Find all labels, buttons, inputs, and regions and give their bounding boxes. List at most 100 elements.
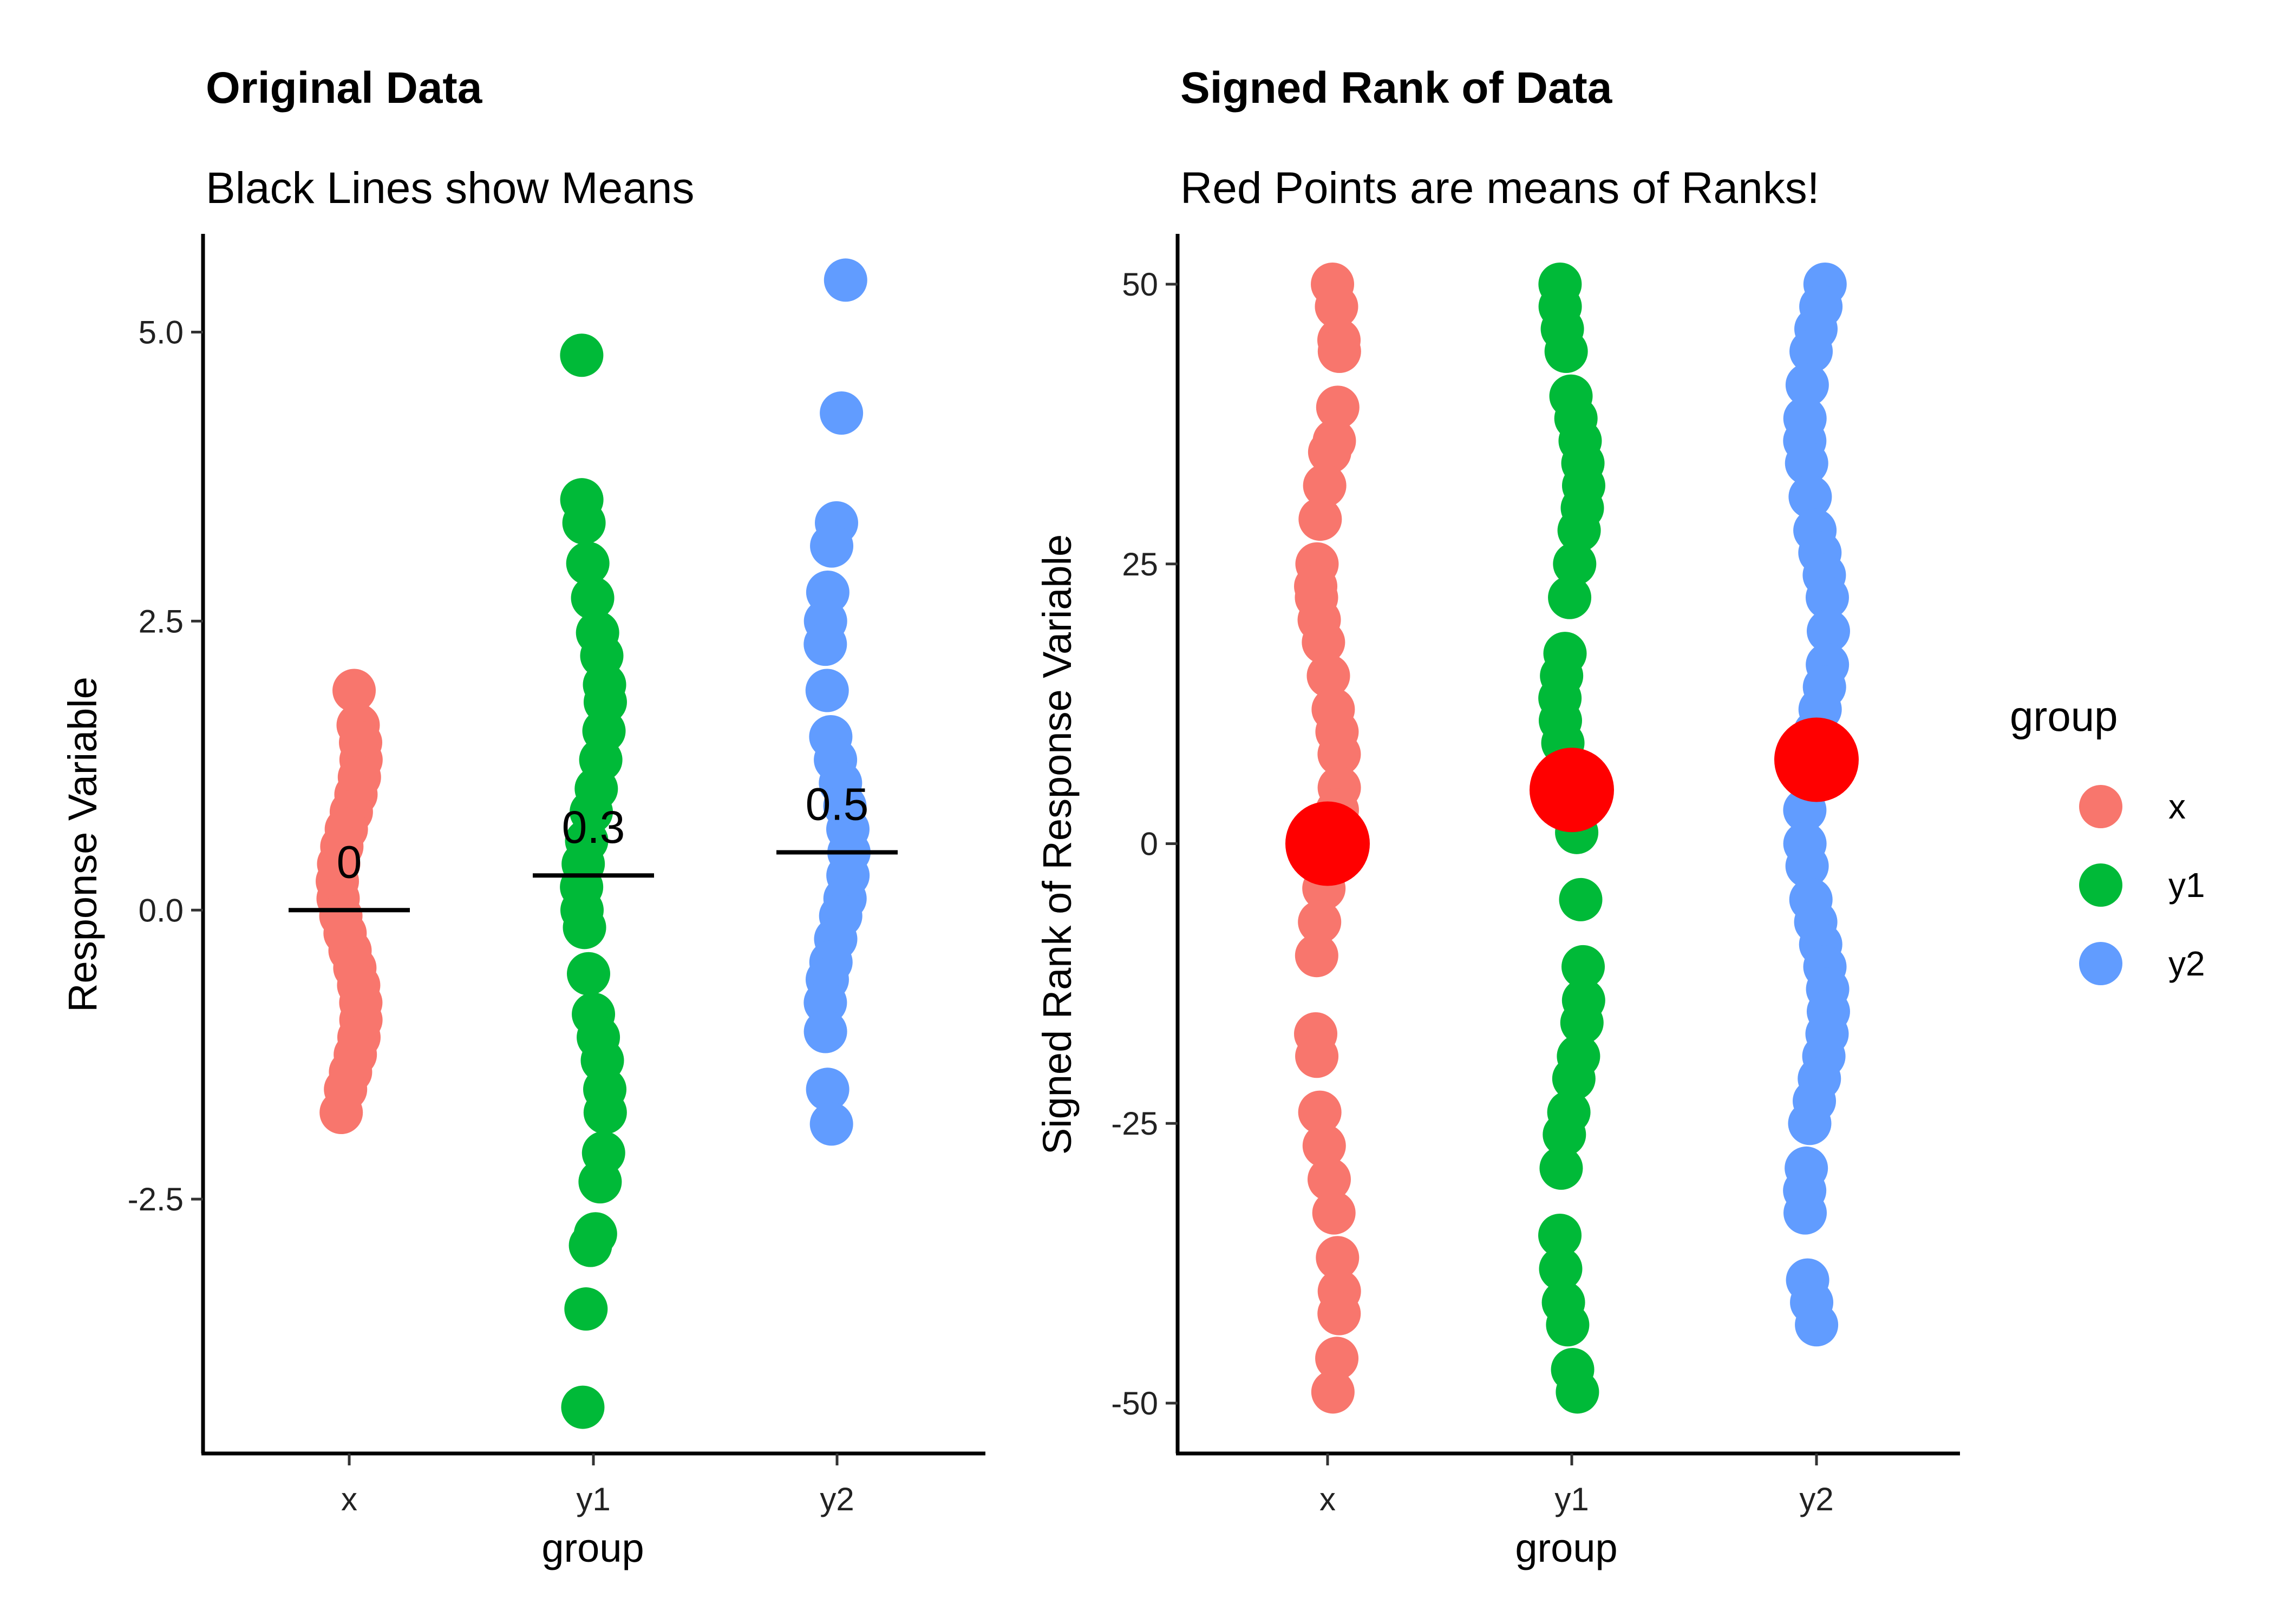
left-axis-ticks: 5.0 2.5 0.0 -2.5 x y1 y2	[128, 315, 854, 1517]
mean-label-y2: 0.5	[806, 779, 869, 830]
right-data-point-x	[1317, 1292, 1361, 1335]
right-data-point-x	[1302, 620, 1345, 664]
right-data-point-x	[1302, 1124, 1346, 1168]
right-data-point-y1	[1539, 1146, 1583, 1190]
right-data-point-y1	[1544, 330, 1588, 374]
right-data-point-x	[1316, 1236, 1360, 1280]
right-data-point-y1	[1539, 1247, 1583, 1291]
right-axis-ticks: 50 25 0 -25 -50 x y1 y2	[1111, 266, 1833, 1517]
rank-mean-point-x	[1285, 801, 1370, 886]
left-data-point-y1	[560, 333, 604, 377]
left-data-point-y1	[578, 1160, 622, 1204]
right-data-point-y1	[1543, 1112, 1586, 1156]
left-data-point-y2	[820, 391, 864, 435]
right-data-point-x	[1311, 1370, 1355, 1414]
left-y-tick-label: 2.5	[139, 603, 184, 639]
right-y-axis-label: Signed Rank of Response Variable	[1035, 534, 1080, 1155]
right-data-point-y1	[1548, 575, 1592, 619]
legend-label-y1: y1	[2168, 866, 2205, 905]
right-data-point-x	[1317, 732, 1361, 776]
right-y-tick-label: -50	[1111, 1385, 1158, 1422]
left-data-point-x	[319, 1091, 363, 1135]
right-y-tick-label: 0	[1140, 826, 1158, 862]
right-data-point-y2	[1783, 1191, 1827, 1235]
right-data-point-y2	[1788, 1102, 1832, 1145]
left-data-point-y2	[806, 1068, 850, 1111]
left-data-point-y1	[561, 1385, 605, 1429]
right-data-point-x	[1307, 1157, 1351, 1201]
left-data-point-y1	[562, 501, 606, 545]
right-y-tick-label: 50	[1122, 266, 1158, 303]
right-data-point-x	[1295, 1034, 1339, 1078]
right-y-tick-label: -25	[1111, 1105, 1158, 1142]
right-data-point-x	[1312, 1191, 1356, 1235]
right-panel-title: Signed Rank of Data	[1180, 63, 1613, 113]
left-y-tick-label: -2.5	[128, 1181, 184, 1217]
legend-key-y1	[2079, 863, 2122, 907]
right-y-tick-label: 25	[1122, 546, 1158, 582]
right-data-point-y1	[1557, 508, 1601, 552]
left-x-tick-label: y2	[820, 1481, 854, 1517]
right-data-point-y1	[1559, 878, 1603, 921]
right-data-point-y2	[1785, 844, 1829, 888]
right-data-point-y2	[1785, 441, 1828, 485]
right-data-point-y1	[1560, 1001, 1604, 1045]
left-data-point-y2	[805, 669, 849, 712]
right-panel-subtitle: Red Points are means of Ranks!	[1180, 163, 1819, 213]
left-data-point-y1	[571, 576, 615, 620]
legend-key-x	[2079, 785, 2122, 828]
right-data-point-x	[1298, 497, 1342, 541]
left-data-point-y2	[824, 258, 867, 302]
right-data-point-y2	[1788, 475, 1832, 519]
left-data-point-y2	[810, 524, 854, 568]
right-data-point-x	[1303, 464, 1347, 508]
mean-label-x: 0	[337, 836, 362, 887]
left-data-point-y2	[809, 1102, 853, 1146]
right-x-tick-label: y2	[1799, 1481, 1833, 1517]
left-x-axis-label: group	[541, 1525, 644, 1570]
left-x-tick-label: y1	[576, 1481, 610, 1517]
right-data-point-x	[1315, 1337, 1359, 1380]
left-panel-title: Original Data	[206, 63, 483, 113]
right-data-point-y2	[1789, 330, 1833, 374]
left-y-axis-label: Response Variable	[60, 677, 105, 1012]
left-data-point-x	[332, 669, 376, 712]
right-data-point-y2	[1805, 575, 1849, 619]
right-data-point-x	[1298, 900, 1342, 944]
right-x-tick-label: y1	[1554, 1481, 1589, 1517]
right-plot-marks	[1285, 263, 1859, 1414]
left-data-point-y1	[568, 1223, 612, 1267]
legend-items: x y1 y2	[2079, 785, 2205, 985]
right-x-tick-label: x	[1319, 1481, 1336, 1517]
rank-mean-point-y1	[1530, 748, 1614, 833]
right-data-point-y2	[1795, 1303, 1839, 1347]
right-data-point-x	[1315, 285, 1358, 329]
legend: group x y1 y2	[2010, 692, 2205, 985]
legend-label-x: x	[2168, 787, 2186, 826]
right-data-point-y1	[1552, 1057, 1596, 1101]
right-data-point-x	[1298, 1090, 1342, 1134]
legend-key-y2	[2079, 942, 2122, 985]
right-data-point-x	[1308, 430, 1351, 474]
right-x-axis-label: group	[1515, 1525, 1617, 1570]
left-data-point-y1	[567, 952, 611, 996]
left-y-tick-label: 0.0	[139, 892, 184, 928]
right-data-point-y1	[1561, 945, 1605, 988]
right-panel: Signed Rank of Data Red Points are means…	[1035, 63, 1960, 1570]
left-x-tick-label: x	[341, 1481, 357, 1517]
right-data-point-y2	[1806, 609, 1850, 653]
left-data-point-y2	[803, 623, 847, 666]
left-y-tick-label: 5.0	[139, 315, 184, 351]
left-data-point-y1	[564, 1287, 608, 1331]
left-data-point-y1	[566, 541, 610, 585]
right-data-point-x	[1316, 385, 1360, 429]
right-data-point-y1	[1546, 1303, 1590, 1347]
left-data-point-y2	[803, 1010, 847, 1053]
left-panel: Original Data Black Lines show Means 0 0.…	[60, 63, 985, 1570]
right-data-point-y1	[1556, 1370, 1599, 1414]
mean-label-y1: 0.3	[562, 802, 625, 853]
right-data-point-x	[1317, 330, 1361, 374]
left-data-point-y1	[583, 1091, 627, 1135]
legend-label-y2: y2	[2168, 944, 2205, 983]
